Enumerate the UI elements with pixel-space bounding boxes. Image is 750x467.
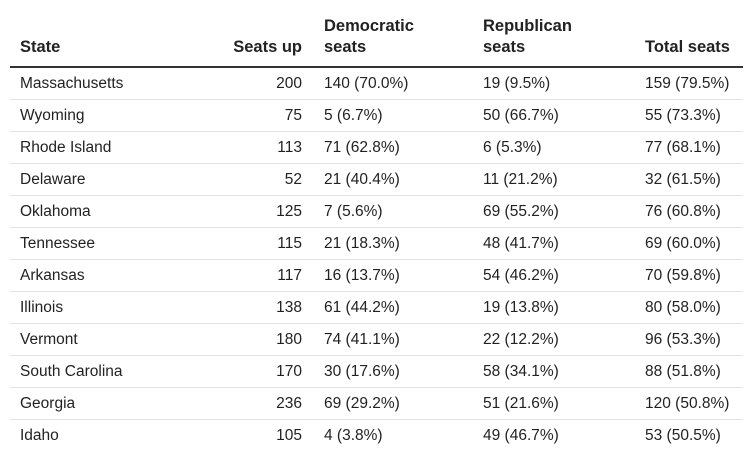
cell-state: Rhode Island: [10, 131, 198, 164]
table-row: Massachusetts 200 140 (70.0%) 19 (9.5%) 159 …: [10, 67, 743, 100]
cell-total-seats: 120 (50.8%): [633, 387, 743, 420]
cell-seats-up: 236: [198, 387, 312, 420]
table-row: Georgia 236 69 (29.2%) 51 (21.6%) 120 (50.8%…: [10, 387, 743, 420]
cell-total-seats: 32 (61.5%): [633, 163, 743, 196]
table-row: Vermont 180 74 (41.1%) 22 (12.2%) 96 (53.3%): [10, 323, 743, 356]
table-body: Massachusetts 200 140 (70.0%) 19 (9.5%) 159 …: [10, 67, 743, 451]
table-row: Tennessee 115 21 (18.3%) 48 (41.7%) 69 (60.0…: [10, 227, 743, 260]
cell-republican-seats: 49 (46.7%): [483, 426, 559, 444]
header-democratic-line1: Democratic: [324, 17, 414, 35]
cell-democratic-seats: 71 (62.8%): [312, 131, 477, 164]
cell-republican-seats: 22 (12.2%): [477, 323, 633, 356]
table-row: Wyoming 75 5 (6.7%) 50 (66.7%) 55 (73.3%): [10, 99, 743, 132]
cell-seats-up: 115: [198, 227, 312, 260]
cell-state: Tennessee: [10, 227, 198, 260]
cell-total-seats: 70 (59.8%): [633, 259, 743, 292]
cell-republican-seats: 48 (41.7%): [477, 227, 633, 260]
header-state-label: State: [20, 38, 61, 56]
cell-total-seats: 80 (58.0%): [633, 291, 743, 324]
cell-seats-up: 75: [198, 99, 312, 132]
cell-total-seats: 53 (50.5%): [645, 426, 721, 444]
cell-democratic-seats: 61 (44.2%): [312, 291, 477, 324]
cell-republican-seats: 11 (21.2%): [477, 163, 633, 196]
cell-total-seats: 159 (79.5%): [633, 67, 743, 100]
cell-republican-seats: 51 (21.6%): [477, 387, 633, 420]
header-row: State Seats up Democratic seats Republica…: [10, 12, 743, 68]
cell-democratic-seats: 74 (41.1%): [312, 323, 477, 356]
cell-state: Illinois: [10, 291, 198, 324]
cell-state: Idaho: [20, 426, 59, 444]
seats-table: State Seats up Democratic seats Republica…: [10, 12, 743, 451]
cell-republican-seats: 58 (34.1%): [477, 355, 633, 388]
cell-seats-up: 138: [198, 291, 312, 324]
cell-republican-seats: 6 (5.3%): [477, 131, 633, 164]
cell-seats-up: 105: [276, 426, 302, 444]
cell-seats-up: 113: [198, 131, 312, 164]
cell-democratic-seats: 21 (18.3%): [312, 227, 477, 260]
cell-democratic-seats: 7 (5.6%): [312, 195, 477, 228]
cell-total-seats: 96 (53.3%): [633, 323, 743, 356]
table-header: State Seats up Democratic seats Republica…: [10, 12, 743, 68]
cell-republican-seats: 69 (55.2%): [477, 195, 633, 228]
cell-seats-up: 200: [198, 67, 312, 100]
cell-republican-seats: 50 (66.7%): [477, 99, 633, 132]
header-democratic-line2: seats: [324, 38, 367, 56]
header-seats-up: Seats up: [198, 12, 312, 68]
seats-table-container: State Seats up Democratic seats Republica…: [10, 12, 743, 451]
cell-democratic-seats: 4 (3.8%): [324, 426, 383, 444]
cell-republican-seats: 54 (46.2%): [477, 259, 633, 292]
cell-state: Wyoming: [10, 99, 198, 132]
cell-total-seats: 77 (68.1%): [633, 131, 743, 164]
header-seats-up-label: Seats up: [233, 38, 302, 56]
cell-seats-up: 180: [198, 323, 312, 356]
table-row: Delaware 52 21 (40.4%) 11 (21.2%) 32 (61.5%): [10, 163, 743, 196]
table-row: South Carolina 170 30 (17.6%) 58 (34.1%) 88 …: [10, 355, 743, 388]
header-state: State: [10, 12, 198, 68]
cell-democratic-seats: 5 (6.7%): [312, 99, 477, 132]
header-total-seats: Total seats: [633, 12, 743, 68]
table-row: Illinois 138 61 (44.2%) 19 (13.8%) 80 (58.0%…: [10, 291, 743, 324]
cell-seats-up: 170: [198, 355, 312, 388]
cell-total-seats: 55 (73.3%): [633, 99, 743, 132]
cell-state: Delaware: [10, 163, 198, 196]
cell-democratic-seats: 16 (13.7%): [312, 259, 477, 292]
cell-total-seats: 69 (60.0%): [633, 227, 743, 260]
cell-democratic-seats: 140 (70.0%): [312, 67, 477, 100]
header-total-label: Total seats: [645, 38, 730, 56]
cell-seats-up: 125: [198, 195, 312, 228]
cell-seats-up: 52: [198, 163, 312, 196]
header-republican-line2: seats: [483, 38, 526, 56]
table-row: Rhode Island 113 71 (62.8%) 6 (5.3%) 77 (68.…: [10, 131, 743, 164]
header-democratic-seats: Democratic seats: [312, 12, 477, 68]
cell-state: Georgia: [10, 387, 198, 420]
header-republican-seats: Republican seats: [477, 12, 633, 68]
cell-state: Massachusetts: [10, 67, 198, 100]
cell-total-seats: 76 (60.8%): [633, 195, 743, 228]
table-row: Arkansas 117 16 (13.7%) 54 (46.2%) 70 (59.8%…: [10, 259, 743, 292]
cell-democratic-seats: 30 (17.6%): [312, 355, 477, 388]
cell-republican-seats: 19 (9.5%): [477, 67, 633, 100]
table-row: Oklahoma 125 7 (5.6%) 69 (55.2%) 76 (60.8%): [10, 195, 743, 228]
cell-seats-up: 117: [198, 259, 312, 292]
header-republican-line1: Republican: [483, 17, 572, 35]
cell-state: South Carolina: [10, 355, 198, 388]
cell-total-seats: 88 (51.8%): [633, 355, 743, 388]
cell-state: Oklahoma: [10, 195, 198, 228]
cell-state: Vermont: [10, 323, 198, 356]
cell-democratic-seats: 69 (29.2%): [312, 387, 477, 420]
cell-state: Arkansas: [10, 259, 198, 292]
table-row: Idaho 105 4 (3.8%) 49 (46.7%) 53 (50.5%): [10, 420, 743, 452]
cell-republican-seats: 19 (13.8%): [477, 291, 633, 324]
cell-democratic-seats: 21 (40.4%): [312, 163, 477, 196]
